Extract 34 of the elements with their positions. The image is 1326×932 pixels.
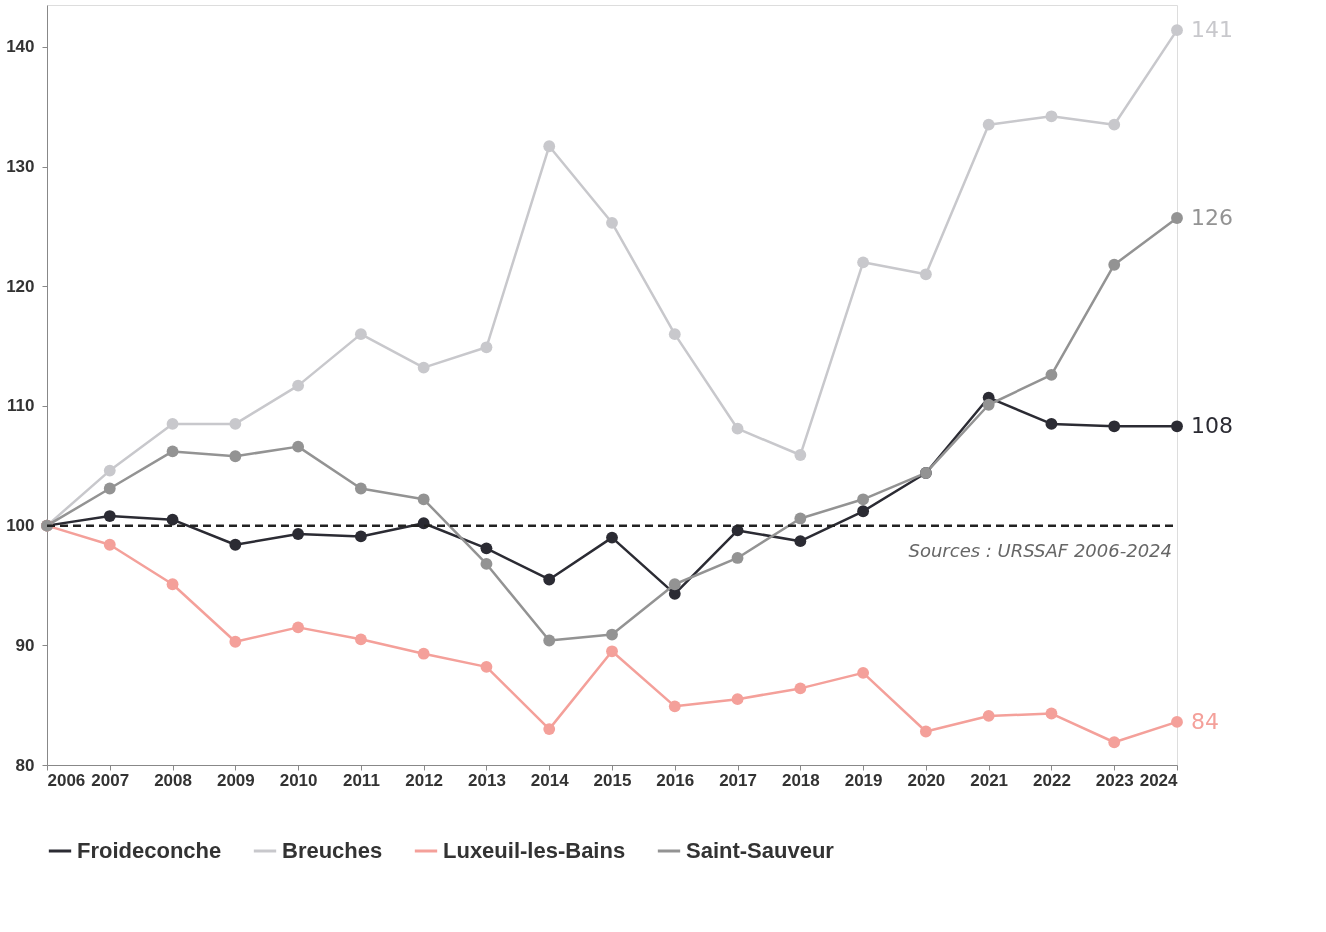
x-tick-label: 2011 bbox=[342, 770, 380, 790]
legend-label: Breuches bbox=[282, 838, 383, 863]
x-tick-label: 2007 bbox=[91, 770, 130, 790]
x-tick-label: 2013 bbox=[468, 770, 506, 790]
x-tick-label: 2016 bbox=[656, 770, 695, 790]
legend-label: Luxeuil-les-Bains bbox=[443, 838, 626, 863]
data-label: 84 bbox=[1191, 708, 1219, 734]
y-tick-label: 140 bbox=[6, 37, 35, 57]
y-tick-label: 120 bbox=[6, 276, 35, 296]
x-tick-label: 2018 bbox=[781, 770, 820, 790]
x-tick-label: 2015 bbox=[593, 770, 632, 790]
x-tick-label: 2020 bbox=[907, 770, 946, 790]
y-tick-label: 110 bbox=[7, 396, 35, 416]
x-tick-label: 2006 bbox=[47, 770, 86, 790]
annotation: Sources : URSSAF 2006-2024 bbox=[908, 540, 1172, 562]
x-tick-label: 2008 bbox=[154, 770, 192, 790]
x-tick-label: 2023 bbox=[1095, 770, 1134, 790]
x-tick-label: 2012 bbox=[405, 770, 444, 790]
legend-label: Saint-Sauveur bbox=[686, 838, 835, 863]
x-tick-label: 2010 bbox=[279, 770, 318, 790]
x-tick-label: 2014 bbox=[530, 770, 570, 790]
y-tick-label: 90 bbox=[15, 635, 35, 655]
legend-label: Froideconche bbox=[77, 838, 222, 863]
y-tick-label: 130 bbox=[6, 157, 35, 177]
y-tick-label: 80 bbox=[15, 755, 35, 775]
x-tick-label: 2024 bbox=[1139, 770, 1179, 790]
x-tick-label: 2019 bbox=[844, 770, 883, 790]
x-tick-label: 2022 bbox=[1033, 770, 1071, 790]
y-tick-label: 100 bbox=[6, 516, 35, 536]
data-label: 108 bbox=[1191, 413, 1233, 439]
x-tick-label: 2021 bbox=[970, 770, 1009, 790]
data-label: 126 bbox=[1191, 205, 1233, 231]
x-tick-label: 2017 bbox=[719, 770, 757, 790]
x-tick-label: 2009 bbox=[216, 770, 255, 790]
